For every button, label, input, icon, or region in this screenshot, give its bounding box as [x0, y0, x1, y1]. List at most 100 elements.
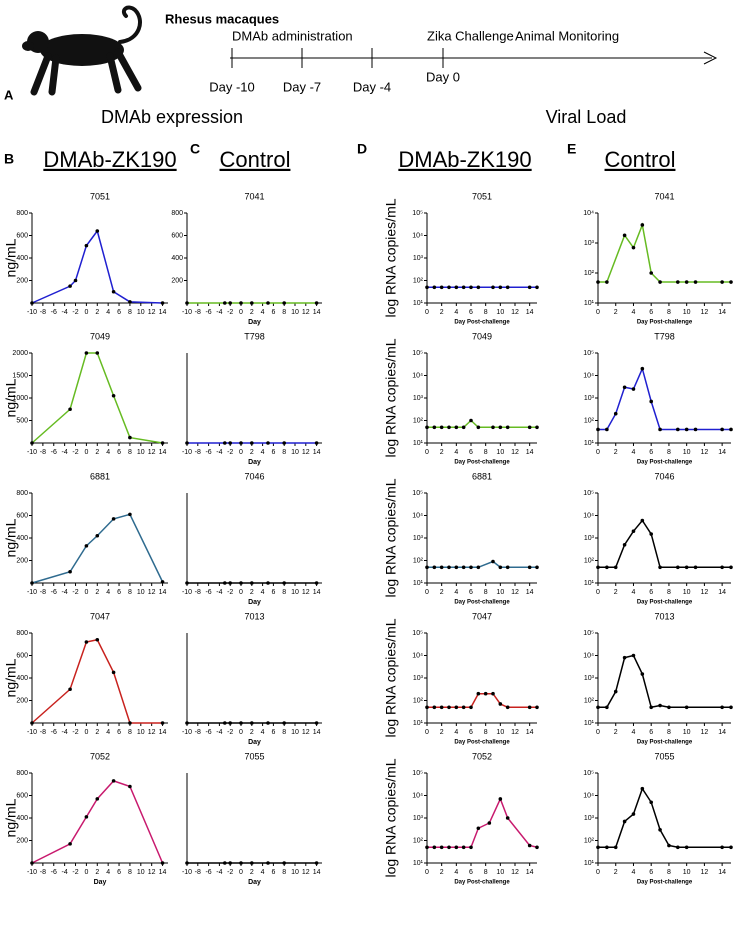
data-point [491, 691, 495, 696]
data-line [31, 780, 164, 864]
data-point [250, 441, 254, 445]
x-tick-label: 0 [596, 869, 600, 876]
data-point [535, 845, 539, 850]
panel-letter: E [567, 141, 576, 157]
data-point [693, 565, 698, 570]
data-point [596, 705, 600, 710]
x-tick-label: 12 [148, 589, 156, 596]
x-tick-label: 2 [440, 449, 444, 456]
y-axis-label: ng/mL [3, 378, 19, 417]
data-point [250, 581, 254, 585]
data-point [454, 565, 459, 570]
data-point [461, 705, 466, 710]
x-tick-label: 2 [614, 589, 618, 596]
x-tick-label: 10 [291, 729, 299, 736]
data-point [432, 285, 437, 290]
chart-title: 6881 [472, 471, 492, 481]
x-tick-label: 12 [511, 729, 519, 736]
x-tick-label: 12 [511, 589, 519, 596]
x-tick-label: 14 [313, 309, 321, 316]
timeline-arrow [703, 51, 718, 65]
data-point [228, 441, 232, 445]
data-point [631, 653, 636, 658]
y-tick-label: 1500 [12, 372, 28, 379]
data-point [676, 280, 680, 284]
x-tick-label: 10 [496, 309, 504, 316]
data-point [439, 285, 444, 290]
x-tick-label: -4 [62, 449, 68, 456]
data-point [693, 280, 698, 284]
x-tick-label: -8 [40, 869, 46, 876]
data-point [605, 845, 609, 850]
y-tick-label: 600 [16, 512, 28, 519]
data-point [649, 800, 653, 805]
x-tick-label: -4 [62, 309, 68, 316]
data-point [68, 842, 72, 846]
data-point [676, 427, 680, 432]
x-tick-label: 10 [137, 729, 145, 736]
x-tick-label: -4 [216, 869, 222, 876]
x-tick-label: -10 [182, 309, 192, 316]
y-tick-label: 1000 [12, 395, 28, 402]
x-tick-label: 0 [425, 589, 429, 596]
x-tick-label: -6 [51, 309, 57, 316]
x-tick-label: 14 [159, 869, 167, 876]
chart-title: 7046 [244, 471, 264, 481]
x-tick-label: -2 [227, 869, 233, 876]
data-line [31, 638, 163, 724]
x-tick-label: 2 [614, 309, 618, 316]
y-tick-label: 400 [16, 675, 28, 682]
data-point [95, 533, 100, 538]
day-label: Day -10 [209, 79, 255, 94]
x-tick-label: 0 [84, 449, 88, 456]
chart-title: T798 [654, 331, 675, 341]
data-point [505, 816, 510, 820]
x-tick-label: 14 [313, 869, 321, 876]
x-tick-label: -6 [51, 729, 57, 736]
y-tick-label: 10⁵ [412, 770, 423, 777]
x-tick-label: 12 [302, 589, 310, 596]
panel-letter: A [4, 87, 14, 102]
data-point [729, 845, 733, 850]
x-tick-label: 8 [282, 589, 286, 596]
data-point [68, 569, 72, 574]
data-point [454, 845, 459, 850]
x-tick-label: 0 [84, 869, 88, 876]
data-point [535, 565, 539, 570]
x-tick-label: 10 [683, 309, 691, 316]
data-point [613, 845, 618, 850]
x-tick-label: 12 [302, 729, 310, 736]
y-tick-label: 400 [16, 815, 28, 822]
x-tick-label: -4 [216, 309, 222, 316]
x-tick-label: 14 [526, 449, 534, 456]
data-point [605, 280, 609, 284]
data-point [223, 721, 227, 725]
data-point [160, 580, 165, 584]
x-tick-label: 4 [632, 869, 636, 876]
x-tick-label: 14 [159, 449, 167, 456]
data-point [84, 243, 89, 248]
data-point [658, 565, 662, 570]
y-tick-label: 10³ [413, 395, 424, 402]
y-axis-label: log RNA copies/mL [383, 198, 399, 317]
x-tick-label: -2 [227, 729, 233, 736]
x-tick-label: 10 [496, 869, 504, 876]
data-point [128, 784, 132, 789]
data-point [491, 559, 495, 564]
data-point [239, 581, 243, 585]
data-point [266, 861, 270, 865]
data-point [498, 702, 503, 706]
x-tick-label: 10 [683, 869, 691, 876]
data-point [95, 797, 100, 801]
x-tick-label: -2 [72, 449, 78, 456]
x-tick-label: 8 [128, 589, 132, 596]
x-axis-label: Day Post-challenge [637, 740, 693, 746]
data-point [447, 285, 451, 290]
y-tick-label: 400 [171, 255, 183, 262]
data-point [439, 705, 444, 710]
x-tick-label: 14 [313, 589, 321, 596]
y-tick-label: 2000 [12, 350, 28, 357]
x-tick-label: -6 [205, 449, 211, 456]
x-tick-label: 4 [454, 729, 458, 736]
x-tick-label: -8 [40, 729, 46, 736]
